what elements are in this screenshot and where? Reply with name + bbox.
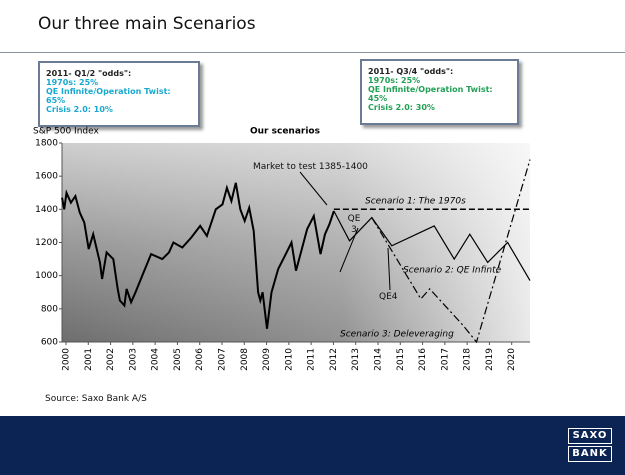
- x-tick-label: 2007: [218, 348, 228, 371]
- footer: [0, 416, 625, 475]
- x-tick-label: 2009: [262, 348, 272, 371]
- x-tick-label: 2012: [329, 348, 339, 371]
- odds-box: 2011- Q3/4 "odds": 1970s: 25% QE Infinit…: [360, 59, 519, 125]
- x-tick-label: 2002: [106, 348, 116, 371]
- x-tick-label: 2015: [396, 348, 406, 371]
- x-tick-label: 2018: [463, 348, 473, 371]
- box-heading: 2011- Q1/2 "odds":: [46, 69, 132, 78]
- annotation: Market to test 1385-1400: [253, 162, 368, 172]
- x-tick-label: 2008: [240, 348, 250, 371]
- x-tick-label: 2010: [284, 348, 294, 371]
- box-line: Crisis 2.0: 10%: [46, 105, 113, 114]
- box-line: QE Infinite/Operation Twist: 65%: [46, 87, 171, 105]
- y-tick-label: 1400: [35, 205, 58, 215]
- y-tick-label: 1000: [35, 271, 58, 281]
- box-line: Crisis 2.0: 30%: [368, 103, 435, 112]
- x-tick-label: 2016: [418, 348, 428, 371]
- logo-text: SAXO: [568, 428, 612, 444]
- x-tick-label: 2019: [485, 348, 495, 371]
- logo-text: BANK: [568, 446, 612, 462]
- x-tick-label: 2014: [374, 348, 384, 371]
- arrow: [299, 171, 328, 206]
- box-line: 1970s: 25%: [368, 76, 421, 85]
- series-line: [61, 182, 335, 329]
- background-fade: [62, 143, 530, 342]
- x-tick-label: 2001: [84, 348, 94, 371]
- arrow: [387, 247, 391, 291]
- x-tick-label: 2011: [307, 348, 317, 371]
- x-tick-label: 2013: [351, 348, 361, 371]
- annotation: QE4: [379, 292, 398, 302]
- x-tick-label: 2005: [173, 348, 183, 371]
- title-rule: [0, 52, 625, 53]
- annotation: QE 3: [347, 214, 361, 235]
- y-tick-label: 1600: [35, 172, 58, 182]
- source: Source: Saxo Bank A/S: [45, 394, 147, 404]
- x-tick-label: 2004: [151, 348, 161, 371]
- odds-box: 2011- Q1/2 "odds": 1970s: 25% QE Infinit…: [38, 61, 200, 127]
- logo: SAXO BANK: [568, 428, 612, 464]
- series-line: [371, 159, 531, 344]
- y-axis-label: S&P 500 Index: [33, 127, 100, 137]
- x-tick-label: 2006: [195, 348, 205, 371]
- slide-title: Our three main Scenarios: [38, 14, 256, 34]
- y-tick-label: 1200: [35, 238, 58, 248]
- series-line: [333, 210, 531, 281]
- box-heading: 2011- Q3/4 "odds":: [368, 67, 454, 76]
- x-tick-label: 2020: [507, 348, 517, 371]
- y-tick-label: 800: [41, 304, 58, 314]
- y-tick-label: 1800: [35, 139, 58, 149]
- scenario-label: Scenario 2: QE Infinte: [403, 266, 502, 276]
- x-tick-label: 2017: [440, 348, 450, 371]
- scenario-label: Scenario 1: The 1970s: [365, 197, 466, 207]
- scenario-label: Scenario 3: Deleveraging: [340, 330, 454, 340]
- box-line: 1970s: 25%: [46, 78, 99, 87]
- box-line: QE Infinite/Operation Twist: 45%: [368, 85, 493, 103]
- x-tick-label: 2003: [128, 348, 138, 371]
- x-tick-label: 2000: [62, 348, 72, 371]
- y-tick-label: 600: [41, 338, 58, 348]
- chart-title: Our scenarios: [250, 127, 320, 137]
